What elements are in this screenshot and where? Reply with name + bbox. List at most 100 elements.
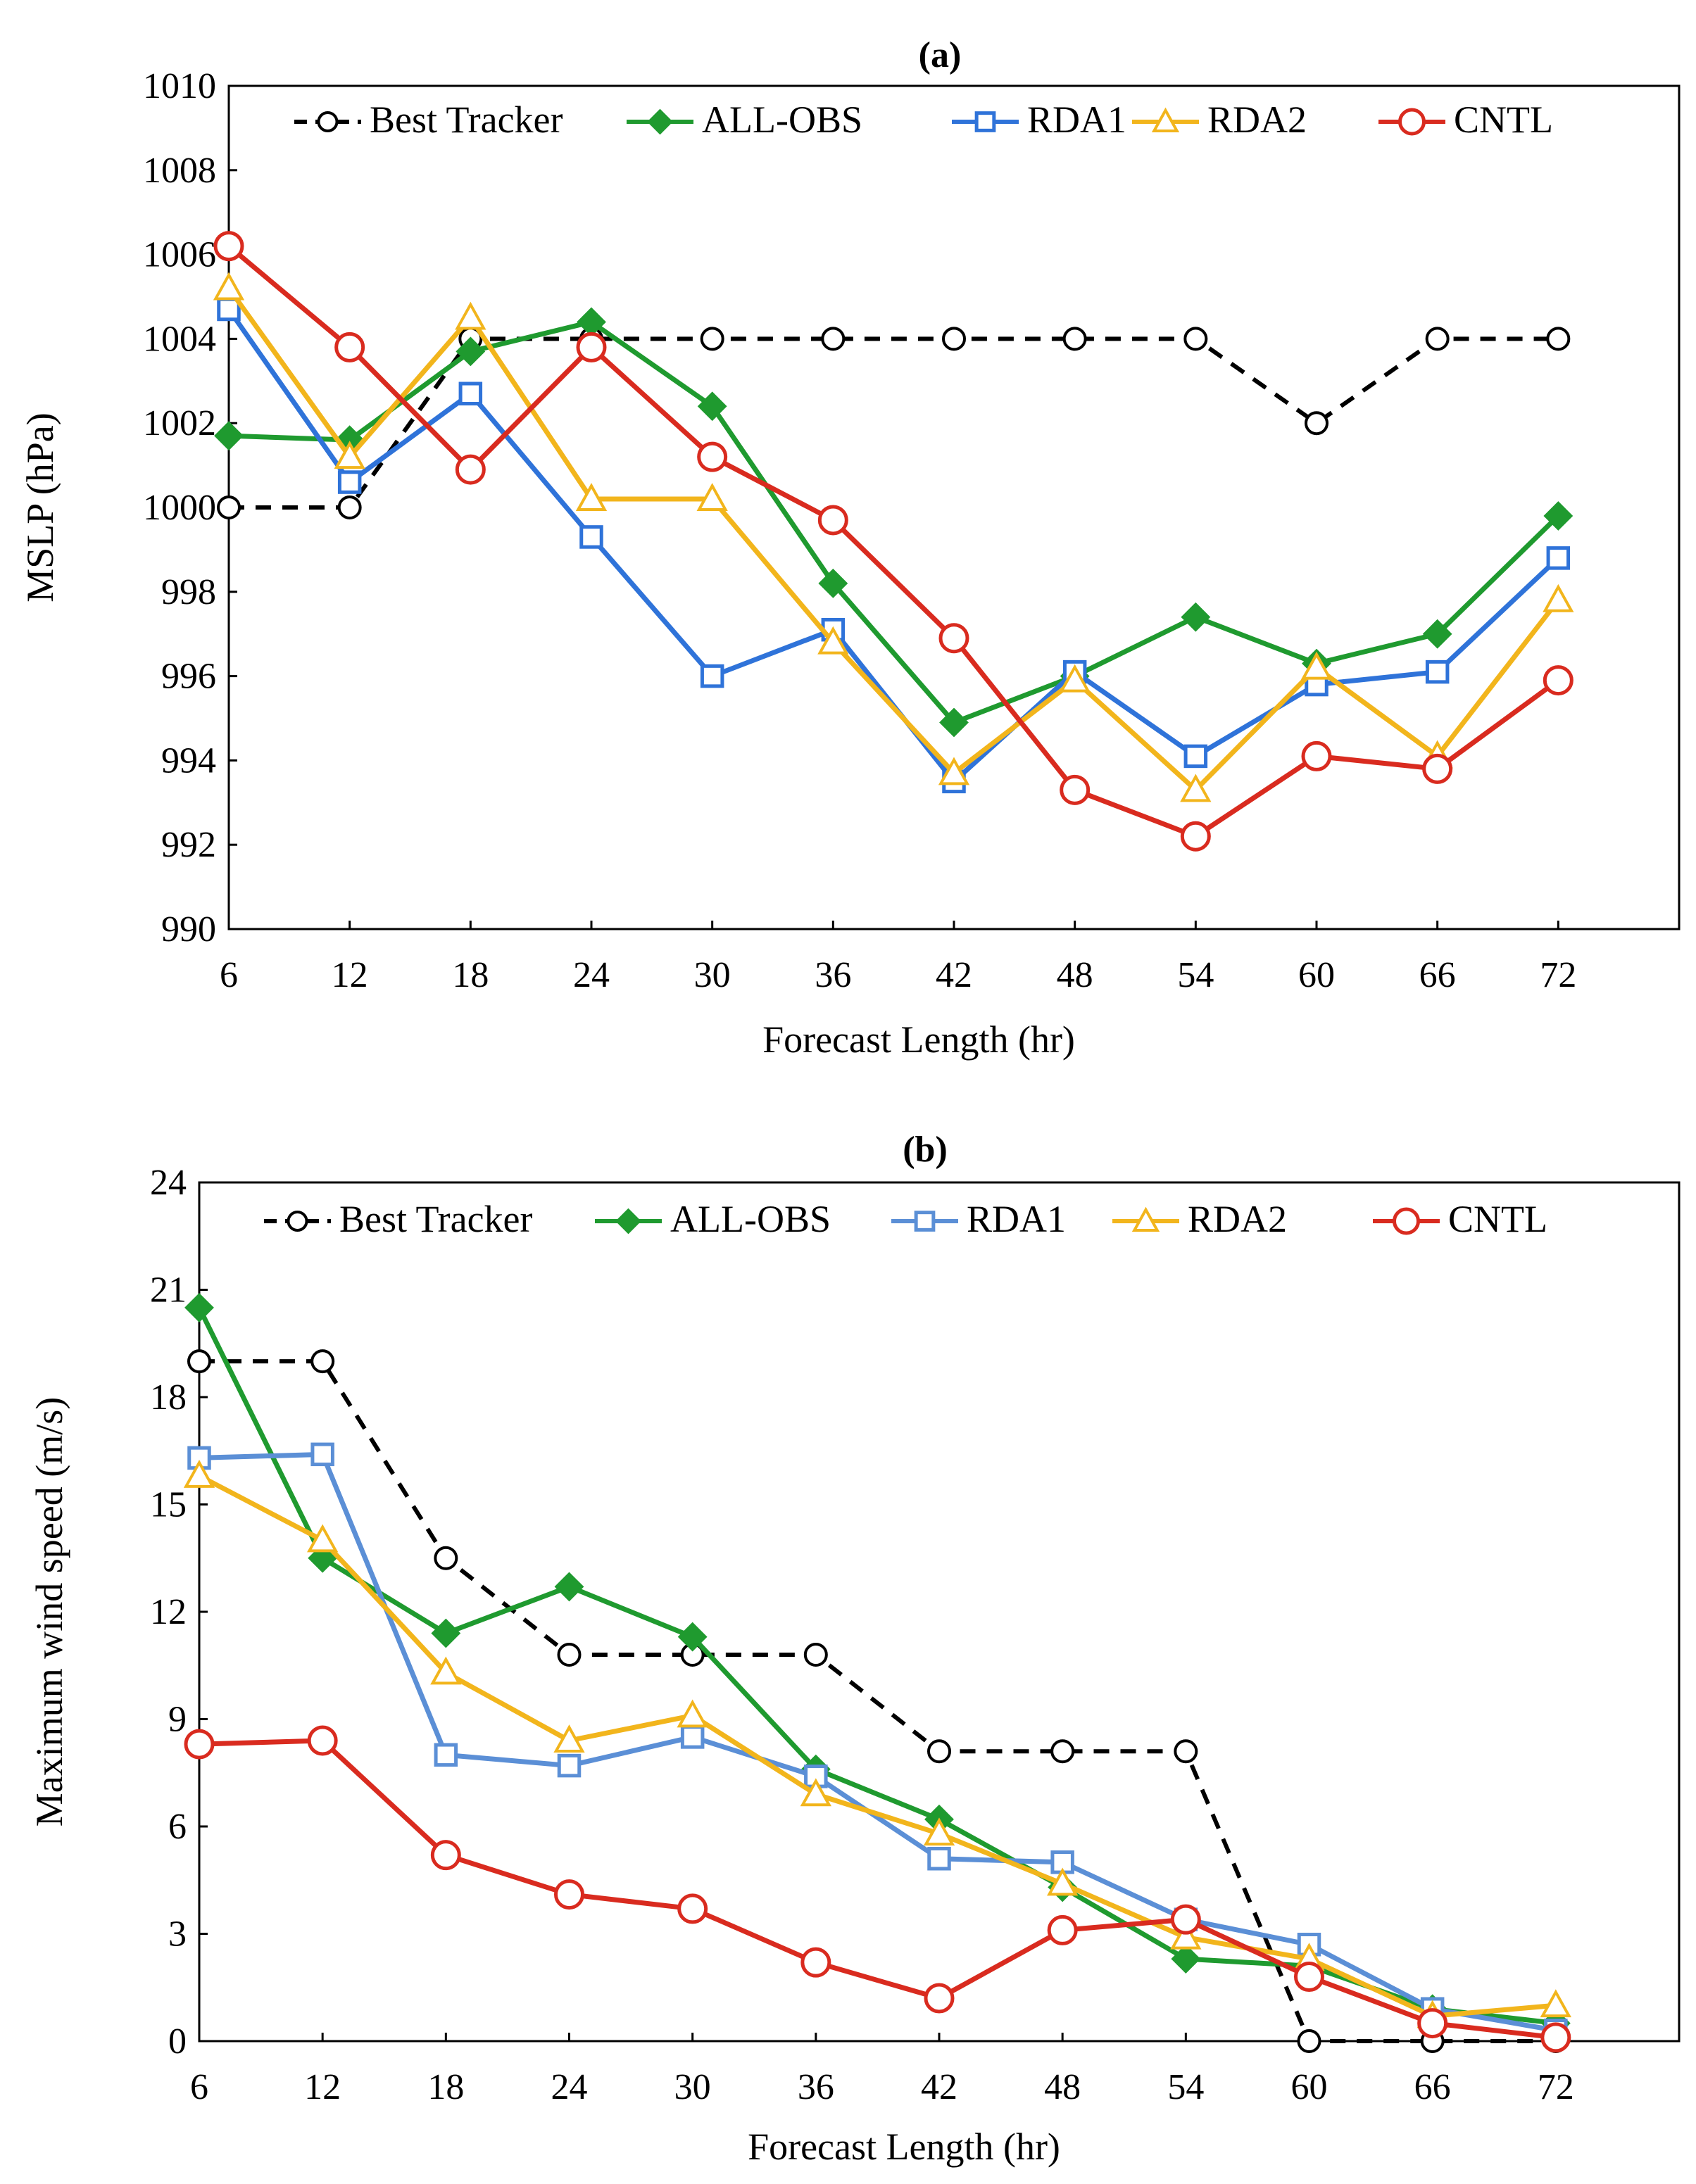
data-point [1540,2022,1571,2053]
data-point [938,623,969,654]
series-line [227,286,1561,793]
data-point [1546,546,1571,570]
x-tick-label: 6 [190,2067,208,2107]
legend-label: Best Tracker [339,1198,533,1240]
legend-label: Best Tracker [370,99,563,141]
data-point [184,1729,215,1760]
data-point [337,470,362,494]
data-point [817,626,849,655]
data-point [430,1656,462,1685]
data-point [1305,411,1328,436]
x-tick-label: 72 [1540,955,1576,995]
data-point [1425,327,1450,351]
data-point [213,272,245,301]
data-point [310,1349,335,1374]
legend-label: CNTL [1454,99,1553,141]
data-point [1183,744,1208,769]
legend-swatch-marker [1393,1207,1420,1235]
y-tick-label: 1006 [143,235,216,275]
y-tick-label: 9 [168,1700,187,1740]
x-axis-title: Forecast Length (hr) [762,1018,1075,1061]
x-tick-label: 48 [1057,955,1093,995]
series-line [228,319,1560,725]
y-tick-label: 1004 [143,319,216,359]
data-point [458,381,483,406]
y-axis-title: Maximum wind speed (m/s) [28,1397,70,1826]
x-tick-label: 18 [427,2067,464,2107]
data-point [334,332,365,362]
data-point [1171,1944,1201,1974]
data-point [1180,821,1211,852]
data-point [800,1778,831,1807]
series-cntl [213,231,1573,852]
legend-entry: Best Tracker [294,99,563,141]
legend-entry: RDA2 [1112,1198,1287,1240]
data-point [1170,1904,1201,1935]
series-line [199,1451,1557,2033]
data-point [1047,1914,1078,1945]
data-point [818,568,848,598]
data-point [576,332,607,362]
data-point [1543,665,1573,696]
legend-swatch-marker [615,1208,641,1235]
x-tick-label: 60 [1291,2067,1328,2107]
data-point [310,1442,334,1467]
data-point [307,1524,339,1553]
data-point [1425,659,1450,684]
y-tick-label: 1008 [143,151,216,191]
x-tick-label: 42 [936,955,972,995]
x-tick-label: 30 [674,2067,711,2107]
data-point [579,525,603,549]
data-point [1060,774,1091,805]
panel-a-mslp-chart: (a) 990 992 994 996 998 1000 1002 1004 1006 1008 10… [19,35,1681,1061]
data-point [697,441,728,472]
data-point [557,1643,582,1667]
data-point [939,707,969,738]
y-tick-label: 1010 [143,66,216,106]
y-tick-label: 990 [161,909,216,949]
data-point [700,327,724,351]
data-point [1181,602,1211,632]
data-point [677,1622,708,1652]
x-tick-label: 48 [1044,2067,1081,2107]
x-tick-label: 54 [1167,2067,1204,2107]
y-tick-label: 1002 [143,403,216,443]
y-tick-label: 15 [150,1485,187,1525]
y-tick-label: 998 [161,572,216,612]
data-point [1047,1867,1079,1896]
legend-label: RDA1 [967,1198,1066,1240]
data-point [554,1572,584,1602]
series-line [198,1473,1557,2019]
legend-swatch-marker [317,111,339,132]
y-tick-label: 24 [150,1163,187,1203]
data-point [307,1725,338,1756]
legend-entry: CNTL [1378,99,1553,141]
data-point [575,483,608,512]
data-point [434,1546,458,1570]
data-point [434,1743,458,1767]
data-point [677,1699,708,1728]
legend-entry: Best Tracker [264,1198,533,1240]
x-tick-label: 24 [573,955,610,995]
data-point [557,1753,582,1778]
legend-swatch-marker [974,111,996,132]
data-point [924,1983,955,2014]
data-point [337,495,362,519]
x-tick-label: 30 [694,955,731,995]
data-point [1180,774,1212,802]
y-tick-label: 21 [150,1270,187,1311]
data-point [1059,664,1091,693]
x-tick-label: 54 [1177,955,1214,995]
data-point [554,1879,584,1910]
series-line [227,244,1560,839]
data-point [927,1739,951,1764]
data-point [217,297,241,322]
legend-label: ALL-OBS [670,1198,831,1240]
legend-entry: RDA1 [891,1198,1066,1240]
data-point [1301,740,1332,771]
data-point [1294,1962,1324,1992]
y-tick-label: 1000 [143,488,216,528]
data-point [1050,1739,1075,1764]
